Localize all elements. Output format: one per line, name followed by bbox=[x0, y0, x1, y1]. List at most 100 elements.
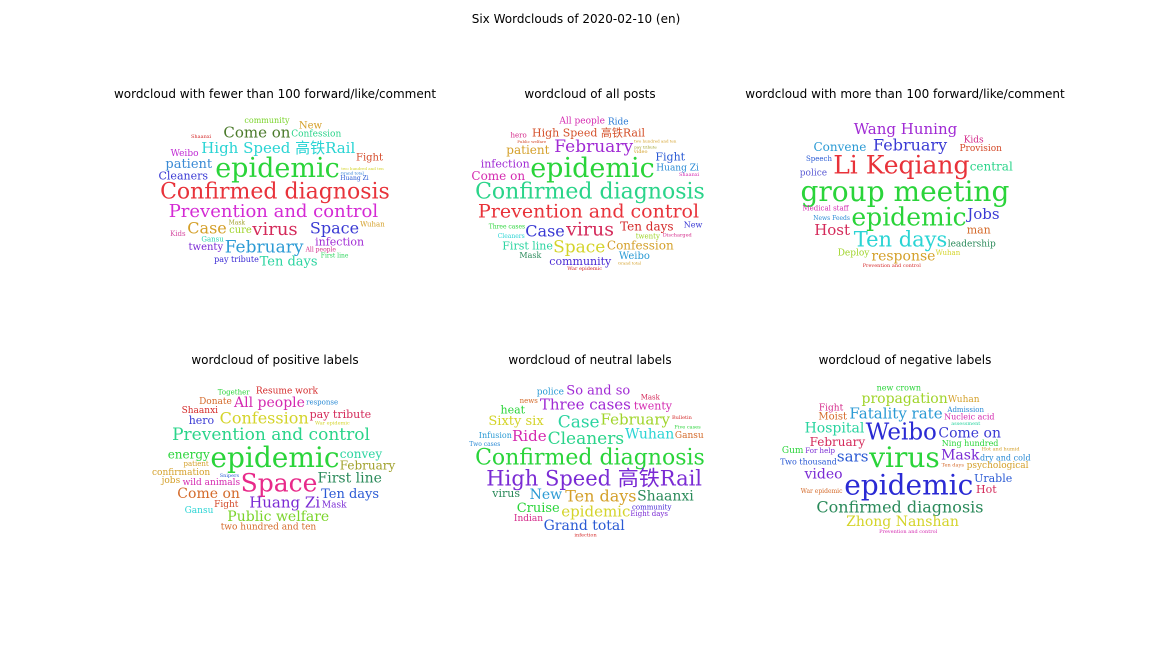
cloud-word: War epidemic bbox=[567, 266, 602, 272]
cloud-word: War epidemic bbox=[801, 488, 843, 495]
cloud-word: Bulletin bbox=[672, 415, 693, 421]
cloud-word: Three cases bbox=[489, 224, 525, 231]
cloud-word: hero bbox=[511, 132, 527, 140]
cloud-word: First line bbox=[318, 471, 382, 487]
cloud-word: Public welfare bbox=[517, 139, 547, 144]
cloud-word: community bbox=[549, 255, 612, 268]
cloud-word: two hundred and ten bbox=[341, 166, 384, 171]
cloud-word: man bbox=[967, 223, 991, 236]
cloud-word: video bbox=[633, 149, 648, 155]
cloud-word: All people bbox=[233, 395, 305, 411]
cloud-word: February bbox=[810, 435, 866, 449]
cloud-word: Wuhan bbox=[625, 427, 674, 443]
cloud-word: response bbox=[871, 249, 935, 265]
panel-title: wordcloud with fewer than 100 forward/li… bbox=[113, 87, 437, 101]
cloud-word: Fatality rate bbox=[849, 404, 942, 422]
cloud-word: New bbox=[684, 220, 703, 229]
cloud-word: Host bbox=[814, 221, 850, 239]
cloud-word: Grand total bbox=[341, 171, 365, 176]
cloud-word: infection bbox=[481, 158, 530, 171]
cloud-word: Cleaners bbox=[548, 429, 625, 449]
wordcloud-panel-neutral: wordcloud of neutral labels Confirmed di… bbox=[460, 353, 720, 553]
cloud-word: group meeting bbox=[801, 175, 1010, 208]
cloud-word: twenty bbox=[189, 242, 224, 253]
cloud-word: epidemic bbox=[215, 153, 340, 184]
cloud-word: February bbox=[225, 237, 304, 257]
cloud-word: Infusion bbox=[479, 431, 512, 440]
cloud-word: virus bbox=[565, 219, 614, 241]
cloud-word: February bbox=[554, 137, 633, 157]
cloud-word: Fight bbox=[819, 404, 844, 414]
wordcloud-panel-more: wordcloud with more than 100 forward/lik… bbox=[745, 87, 1064, 287]
cloud-word: Ten days bbox=[260, 255, 318, 270]
cloud-word: virus bbox=[491, 487, 520, 500]
cloud-word: Five cases bbox=[674, 425, 701, 431]
cloud-word: Deploy bbox=[838, 249, 871, 259]
cloud-word: twenty bbox=[636, 232, 660, 240]
cloud-word: Ten days bbox=[854, 228, 948, 252]
cloud-word: cure bbox=[229, 225, 252, 236]
cloud-word: Ride bbox=[512, 427, 547, 445]
cloud-word: Come on bbox=[223, 124, 290, 142]
cloud-word: High Speed 高铁Rail bbox=[532, 126, 645, 140]
panel-title: wordcloud of neutral labels bbox=[508, 353, 672, 367]
cloud-word: pay tribute bbox=[214, 255, 259, 264]
cloud-word: Two cases bbox=[469, 441, 500, 448]
cloud-word: Prevention and control bbox=[879, 529, 938, 535]
cloud-word: Provision bbox=[960, 144, 1003, 154]
cloud-word: Shaanxi bbox=[679, 172, 700, 178]
cloud-word: Confirmed diagnosis bbox=[816, 497, 983, 516]
cloud-word: Case bbox=[525, 222, 564, 241]
cloud-word: leadership bbox=[948, 239, 996, 249]
cloud-word: Fight bbox=[356, 153, 383, 164]
cloud-word: Cleaners bbox=[498, 233, 525, 240]
cloud-word: confirmation bbox=[152, 468, 210, 478]
cloud-word: Come on bbox=[177, 486, 240, 502]
cloud-word: Two thousand bbox=[780, 457, 837, 466]
cloud-word: Gansu bbox=[675, 431, 704, 441]
cloud-word: psychological bbox=[967, 461, 1029, 471]
cloud-word: Grand total bbox=[544, 518, 626, 534]
cloud-word: new crown bbox=[877, 384, 921, 393]
cloud-word: jobs bbox=[161, 476, 181, 486]
cloud-word: For help bbox=[805, 447, 835, 455]
cloud-word: Hospital bbox=[805, 421, 865, 437]
cloud-word: infection bbox=[315, 235, 364, 248]
cloud-word: virus bbox=[868, 441, 940, 474]
cloud-word: police bbox=[800, 169, 827, 179]
cloud-word: Jobs bbox=[965, 205, 999, 223]
cloud-word: High Speed 高铁Rail bbox=[201, 139, 355, 157]
cloud-word: community bbox=[632, 503, 671, 511]
cloud-word: Prevention and control bbox=[169, 201, 379, 222]
cloud-word: February bbox=[601, 410, 671, 428]
cloud-word: pay tribute bbox=[310, 408, 372, 421]
cloud-word: epidemic bbox=[844, 468, 973, 501]
cloud-word: epidemic bbox=[210, 441, 339, 474]
cloud-word: Mask bbox=[519, 251, 541, 260]
cloud-word: Kids bbox=[964, 136, 984, 146]
wordcloud-panel-positive: wordcloud of positive labels epidemic Spa… bbox=[145, 353, 405, 553]
cloud-word: Gansu bbox=[185, 506, 214, 516]
cloud-word: Prevention and control bbox=[863, 263, 922, 269]
cloud-word: dry and cold bbox=[980, 454, 1031, 463]
panel-title: wordcloud of negative labels bbox=[818, 353, 992, 367]
cloud-word: virus bbox=[251, 219, 297, 240]
cloud-word: Prevention and control bbox=[478, 201, 699, 223]
cloud-word: Weibo bbox=[866, 419, 937, 445]
cloud-word: Gansu bbox=[201, 235, 224, 243]
cloud-word: Admission bbox=[946, 406, 984, 414]
cloud-word: All people bbox=[305, 247, 337, 254]
cloud-word: Space bbox=[310, 219, 359, 238]
cloud-word: Wuhan bbox=[936, 249, 961, 257]
cloud-word: Huang Zi bbox=[249, 493, 320, 511]
wordcloud-panel-fewer: wordcloud with fewer than 100 forward/li… bbox=[114, 87, 436, 287]
wordcloud-panel-negative: wordcloud of negative labels virus epidem… bbox=[775, 353, 1035, 553]
cloud-word: Cleaners bbox=[159, 170, 209, 183]
cloud-word: infection bbox=[574, 533, 597, 539]
cloud-word: sars bbox=[837, 448, 869, 466]
cloud-word: police bbox=[537, 388, 564, 398]
cloud-word: New bbox=[530, 487, 563, 503]
